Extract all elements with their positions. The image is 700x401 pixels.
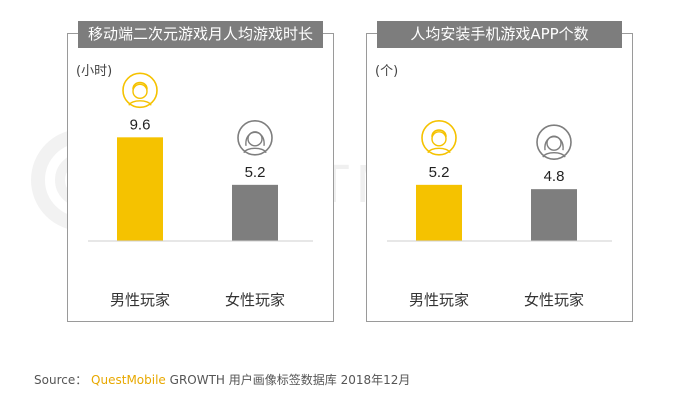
bar-chart-right: 5.2 男性玩家 4.8 女性玩家 <box>387 120 612 309</box>
bar-female <box>232 184 278 241</box>
bar-male <box>416 184 462 241</box>
value-label: 9.6 <box>130 116 151 133</box>
bar-male <box>117 137 163 241</box>
category-label: 男性玩家 <box>110 291 170 309</box>
male-avatar-icon <box>421 120 457 156</box>
chart-panel-left: 移动端二次元游戏月人均游戏时长 (小时) 9.6 男性玩家 5.2 女性玩家 <box>67 21 334 322</box>
male-avatar-icon <box>122 72 158 109</box>
chart-title-left: 移动端二次元游戏月人均游戏时长 <box>78 21 323 48</box>
bar-female <box>531 189 577 241</box>
chart-panel-right: 人均安装手机游戏APP个数 (个) 5.2 男性玩家 4.8 女性玩家 <box>366 21 633 322</box>
category-label: 女性玩家 <box>225 291 285 309</box>
unit-label-right: (个) <box>375 64 399 79</box>
bar-chart-left: 9.6 男性玩家 5.2 女性玩家 <box>88 72 313 309</box>
category-label: 女性玩家 <box>524 291 584 309</box>
category-label: 男性玩家 <box>409 291 469 309</box>
value-label: 4.8 <box>544 168 565 185</box>
unit-label-left: (小时) <box>76 64 113 79</box>
female-avatar-icon <box>237 120 273 156</box>
source-brand: QuestMobile <box>91 373 166 387</box>
value-label: 5.2 <box>429 164 450 181</box>
source-rest: GROWTH 用户画像标签数据库 2018年12月 <box>169 373 411 387</box>
source-line: Source： QuestMobile GROWTH 用户画像标签数据库 201… <box>34 371 410 388</box>
chart-title-right: 人均安装手机游戏APP个数 <box>377 21 622 48</box>
female-avatar-icon <box>536 124 572 160</box>
value-label: 5.2 <box>245 164 266 181</box>
source-prefix: Source： <box>34 373 88 387</box>
